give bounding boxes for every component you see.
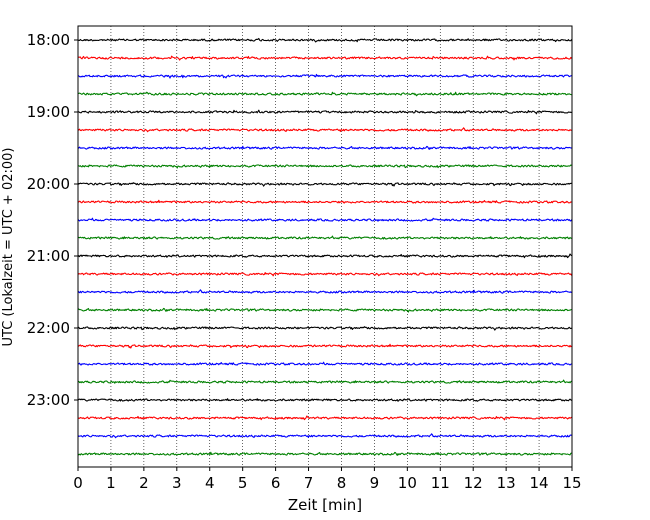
seismic-trace-1 xyxy=(77,37,573,43)
y-tick-label: 19:00 xyxy=(27,103,70,121)
x-tick-label: 7 xyxy=(304,474,314,492)
seismic-trace-3 xyxy=(77,73,572,79)
seismic-trace-13 xyxy=(77,253,572,259)
plot-frame xyxy=(77,25,573,468)
seismic-trace-23 xyxy=(77,433,572,439)
y-tick-label: 18:00 xyxy=(27,31,70,49)
seismic-trace-14 xyxy=(77,272,573,277)
seismic-trace-10 xyxy=(77,199,572,204)
seismic-trace-17 xyxy=(77,326,572,331)
seismic-trace-15 xyxy=(77,289,572,294)
x-tick-label: 5 xyxy=(238,474,248,492)
y-tick-label: 20:00 xyxy=(27,175,70,193)
x-tick-label: 15 xyxy=(562,474,581,492)
plot-area xyxy=(78,26,572,467)
seismic-trace-22 xyxy=(77,415,572,421)
seismic-trace-9 xyxy=(77,182,572,187)
x-tick-label: 11 xyxy=(431,474,450,492)
y-axis-ticks: 18:00 19:00 20:00 21:00 22:00 23:00 xyxy=(27,31,78,409)
y-tick-label: 21:00 xyxy=(27,247,70,265)
seismic-trace-2 xyxy=(78,55,573,61)
x-tick-label: 1 xyxy=(106,474,116,492)
seismic-trace-12 xyxy=(77,235,572,240)
seismic-trace-18 xyxy=(77,343,572,349)
seismic-trace-21 xyxy=(77,398,572,402)
y-tick-label: 23:00 xyxy=(27,391,70,409)
x-tick-label: 6 xyxy=(271,474,281,492)
y-tick-label: 22:00 xyxy=(27,319,70,337)
seismic-trace-20 xyxy=(77,379,572,384)
x-tick-label: 13 xyxy=(497,474,516,492)
x-tick-label: 0 xyxy=(73,474,83,492)
seismic-trace-6 xyxy=(77,127,572,133)
x-tick-label: 14 xyxy=(530,474,549,492)
seismic-trace-7 xyxy=(77,145,572,150)
seismic-traces xyxy=(77,37,573,456)
seismic-trace-16 xyxy=(77,307,572,313)
seismic-trace-11 xyxy=(77,217,573,222)
x-tick-label: 2 xyxy=(139,474,149,492)
x-tick-label: 9 xyxy=(370,474,380,492)
x-tick-label: 12 xyxy=(464,474,483,492)
seismic-trace-4 xyxy=(77,91,572,97)
x-tick-label: 8 xyxy=(337,474,347,492)
x-tick-label: 10 xyxy=(398,474,417,492)
y-axis-title: UTC (Lokalzeit = UTC + 02:00) xyxy=(1,148,16,347)
seismic-trace-19 xyxy=(77,361,572,366)
x-axis-title: Zeit [min] xyxy=(288,496,362,514)
x-axis-ticks: 0 1 2 3 4 5 6 7 8 9 10 11 12 13 14 15 xyxy=(73,467,582,492)
seismic-trace-5 xyxy=(77,109,572,115)
seismic-trace-8 xyxy=(77,164,572,169)
x-tick-label: 4 xyxy=(205,474,215,492)
x-tick-label: 3 xyxy=(172,474,182,492)
seismic-trace-24 xyxy=(77,451,572,456)
